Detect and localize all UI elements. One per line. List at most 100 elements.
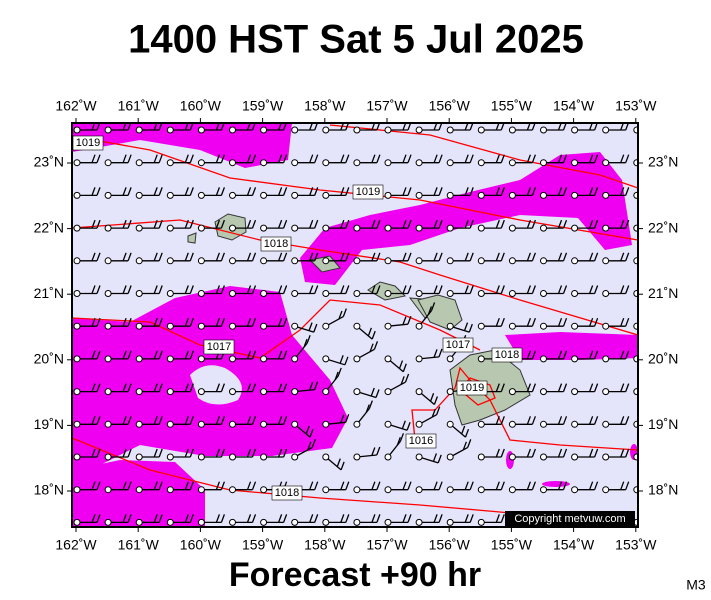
barb-tick — [189, 285, 194, 294]
longitude-label: 158˚W — [304, 537, 346, 553]
barb-station — [415, 126, 423, 134]
barb-station — [602, 290, 610, 297]
barb-tick — [184, 219, 189, 229]
barb-tick — [593, 154, 599, 163]
barb-tick — [220, 285, 226, 294]
barb-tick — [402, 481, 407, 490]
barb-tick — [215, 219, 221, 229]
latitude-label: 19˚N — [34, 416, 64, 432]
barb-station — [477, 420, 485, 428]
forecast-label: Forecast +90 hr — [229, 556, 481, 594]
barb-tick — [407, 219, 412, 229]
barb-tick — [562, 416, 568, 425]
barb-station — [446, 453, 454, 461]
barb-tick — [438, 219, 443, 229]
barb-tick — [122, 448, 127, 458]
barb-station — [73, 518, 81, 526]
barb-tick — [340, 285, 345, 294]
barb-tick — [189, 317, 194, 327]
barb-station — [446, 257, 454, 265]
barb-tick — [625, 350, 630, 360]
barb-tick — [376, 514, 381, 523]
barb-tick — [251, 154, 257, 163]
barb-station — [197, 159, 205, 167]
barb-station — [166, 486, 174, 494]
barb-station — [415, 290, 423, 297]
barb-tick — [562, 383, 568, 392]
barb-station — [384, 191, 392, 199]
barb-tick — [96, 154, 101, 163]
barb-tick — [526, 448, 532, 458]
barb-station — [477, 355, 485, 363]
barb-tick — [531, 252, 537, 262]
barb-tick — [433, 187, 438, 196]
barb-station — [446, 420, 454, 428]
barb-tick — [251, 285, 257, 294]
barb-tick — [314, 219, 319, 229]
isobar-label-box — [72, 135, 104, 151]
barb-tick — [562, 350, 568, 360]
barb-station — [384, 322, 392, 330]
barb-tick — [531, 416, 537, 425]
barb-tick — [557, 448, 563, 458]
isobar-label-box — [271, 485, 303, 501]
barb-tick — [215, 416, 221, 425]
barb-tick — [625, 481, 630, 490]
barb-tick — [433, 285, 438, 294]
barb-tick — [91, 285, 96, 294]
barb-tick — [345, 187, 350, 196]
barb-station — [353, 290, 361, 297]
barb-tick — [562, 154, 568, 163]
barb-station — [229, 518, 236, 526]
barb-tick — [495, 154, 500, 163]
barb-tick — [402, 252, 407, 262]
barb-tick — [495, 285, 500, 294]
barb-station — [508, 453, 516, 461]
barb-station — [260, 486, 268, 494]
barb-tick — [96, 481, 101, 490]
barb-tick — [433, 252, 438, 262]
barb-station — [384, 388, 392, 396]
barb-station — [602, 257, 610, 265]
barb-station — [540, 453, 547, 461]
barb-tick — [158, 448, 163, 458]
barb-tick — [220, 252, 226, 262]
barb-station — [291, 518, 299, 526]
barb-tick — [557, 416, 563, 425]
barb-tick — [91, 383, 96, 392]
barb-tick — [588, 219, 594, 229]
barb-station — [73, 453, 81, 461]
barb-tick — [526, 416, 532, 425]
barb-tick — [407, 315, 412, 325]
barb-station — [197, 420, 205, 428]
barb-tick — [282, 154, 288, 163]
barb-station — [322, 126, 330, 134]
barb-tick — [338, 310, 343, 320]
barb-tick — [251, 448, 257, 458]
barb-station — [104, 388, 112, 396]
barb-station — [229, 191, 236, 199]
barb-tick — [375, 389, 380, 398]
barb-station — [104, 518, 112, 526]
barb-station — [477, 322, 485, 330]
barb-tick — [158, 187, 163, 196]
barb-station — [197, 290, 205, 297]
barb-station — [384, 257, 392, 265]
barb-tick — [495, 317, 500, 327]
barb-tick — [158, 252, 163, 262]
isobar-label-box — [491, 347, 523, 363]
barb-tick — [344, 356, 349, 366]
isobar-label: 1019 — [76, 137, 100, 149]
barb-tick — [526, 187, 532, 196]
barb-tick — [531, 219, 537, 229]
barb-station — [446, 355, 454, 363]
barb-tick — [371, 330, 376, 340]
barb-tick — [309, 252, 314, 262]
barb-tick — [158, 154, 163, 163]
barb-tick — [340, 154, 345, 163]
barb-tick — [588, 187, 594, 196]
barb-station — [477, 257, 485, 265]
barb-tick — [127, 416, 132, 425]
barb-tick — [308, 322, 313, 331]
